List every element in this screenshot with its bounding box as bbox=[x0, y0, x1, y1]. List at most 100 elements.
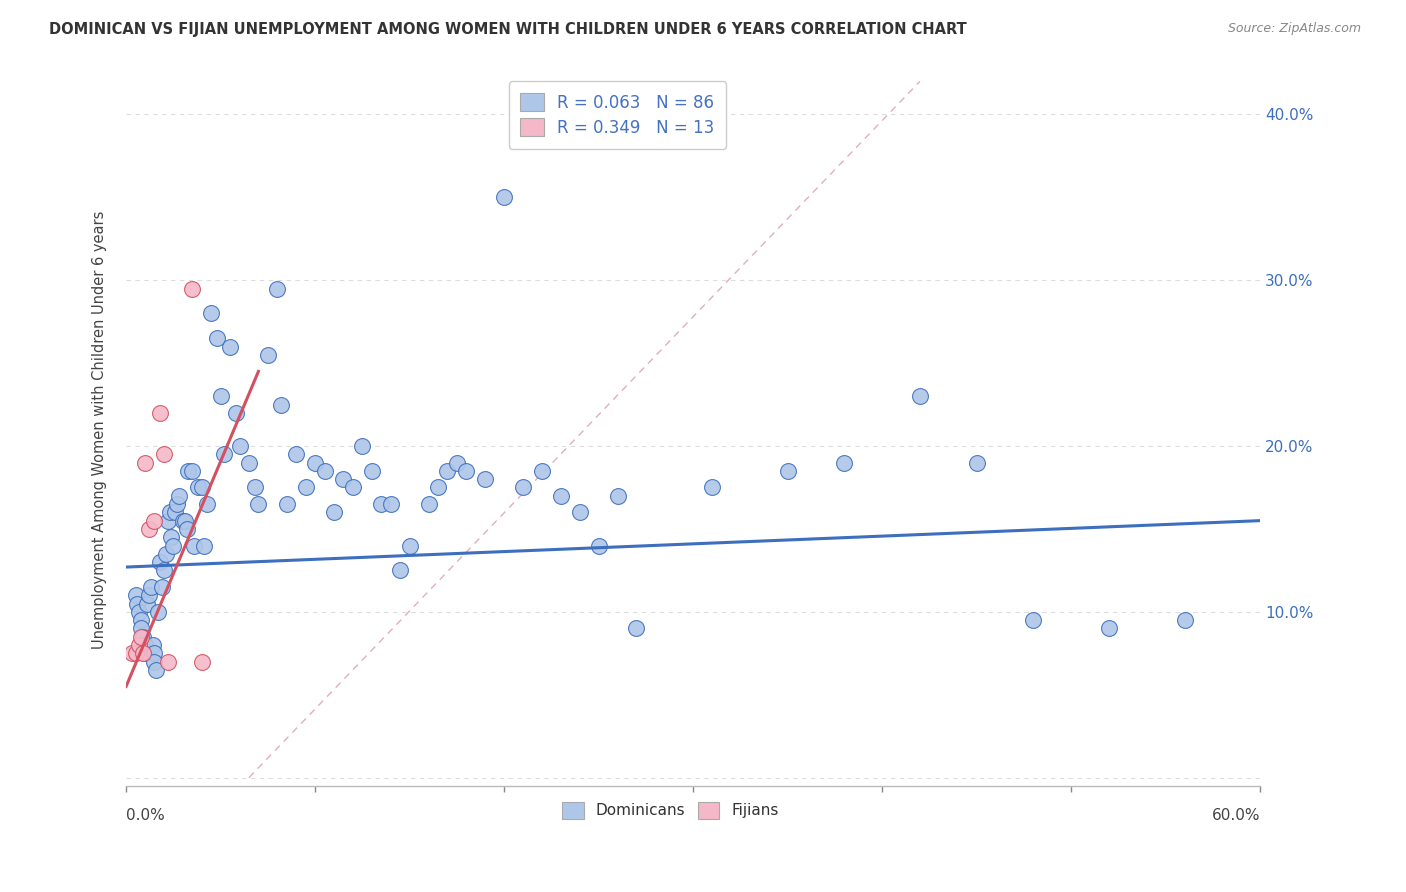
Point bbox=[166, 497, 188, 511]
Point bbox=[323, 505, 346, 519]
Point bbox=[200, 306, 222, 320]
Point bbox=[342, 480, 364, 494]
Point bbox=[177, 464, 200, 478]
Point bbox=[149, 555, 172, 569]
Point bbox=[193, 539, 215, 553]
Point bbox=[389, 563, 412, 577]
Point bbox=[700, 480, 723, 494]
Point bbox=[143, 514, 166, 528]
Point bbox=[128, 605, 150, 619]
Point bbox=[124, 588, 146, 602]
Point bbox=[238, 456, 260, 470]
Point bbox=[156, 514, 179, 528]
Point bbox=[149, 406, 172, 420]
Point bbox=[181, 464, 204, 478]
Point bbox=[190, 655, 212, 669]
Point bbox=[138, 588, 160, 602]
Point bbox=[550, 489, 572, 503]
Point bbox=[1022, 613, 1045, 627]
Point bbox=[285, 447, 308, 461]
Point bbox=[270, 398, 292, 412]
Point bbox=[172, 514, 194, 528]
Point bbox=[124, 646, 146, 660]
Text: Source: ZipAtlas.com: Source: ZipAtlas.com bbox=[1227, 22, 1361, 36]
Point bbox=[243, 480, 266, 494]
Point bbox=[176, 522, 198, 536]
Point bbox=[173, 514, 195, 528]
Point bbox=[160, 530, 183, 544]
Point bbox=[162, 539, 184, 553]
Point bbox=[127, 597, 149, 611]
Point bbox=[132, 646, 155, 660]
Point bbox=[257, 348, 280, 362]
Point bbox=[219, 340, 242, 354]
Text: DOMINICAN VS FIJIAN UNEMPLOYMENT AMONG WOMEN WITH CHILDREN UNDER 6 YEARS CORRELA: DOMINICAN VS FIJIAN UNEMPLOYMENT AMONG W… bbox=[49, 22, 967, 37]
Point bbox=[183, 539, 205, 553]
Legend: Dominicans, Fijians: Dominicans, Fijians bbox=[557, 796, 785, 824]
Point bbox=[148, 605, 170, 619]
Point bbox=[380, 497, 402, 511]
Point bbox=[908, 389, 931, 403]
Y-axis label: Unemployment Among Women with Children Under 6 years: Unemployment Among Women with Children U… bbox=[93, 211, 107, 648]
Point bbox=[606, 489, 628, 503]
Point bbox=[195, 497, 218, 511]
Point bbox=[209, 389, 232, 403]
Point bbox=[167, 489, 190, 503]
Point bbox=[187, 480, 209, 494]
Point bbox=[568, 505, 591, 519]
Point bbox=[205, 331, 228, 345]
Point bbox=[294, 480, 316, 494]
Point bbox=[370, 497, 392, 511]
Point bbox=[145, 663, 167, 677]
Point bbox=[129, 630, 152, 644]
Point bbox=[214, 447, 236, 461]
Point bbox=[276, 497, 298, 511]
Point bbox=[494, 190, 516, 204]
Text: 60.0%: 60.0% bbox=[1212, 808, 1260, 823]
Point bbox=[141, 638, 163, 652]
Point bbox=[360, 464, 382, 478]
Point bbox=[156, 655, 179, 669]
Point bbox=[626, 621, 648, 635]
Point bbox=[139, 580, 162, 594]
Point bbox=[143, 646, 166, 660]
Point bbox=[181, 281, 204, 295]
Point bbox=[225, 406, 247, 420]
Point bbox=[966, 456, 988, 470]
Point bbox=[153, 447, 176, 461]
Point bbox=[121, 646, 143, 660]
Point bbox=[266, 281, 288, 295]
Point bbox=[530, 464, 553, 478]
Point bbox=[352, 439, 374, 453]
Point bbox=[134, 646, 156, 660]
Point bbox=[135, 597, 157, 611]
Point bbox=[150, 580, 173, 594]
Point bbox=[398, 539, 420, 553]
Point bbox=[314, 464, 336, 478]
Point bbox=[153, 563, 176, 577]
Point bbox=[304, 456, 326, 470]
Point bbox=[134, 456, 156, 470]
Point bbox=[418, 497, 440, 511]
Point bbox=[132, 630, 155, 644]
Point bbox=[247, 497, 270, 511]
Point bbox=[332, 472, 354, 486]
Point bbox=[128, 638, 150, 652]
Point bbox=[138, 522, 160, 536]
Point bbox=[588, 539, 610, 553]
Point bbox=[834, 456, 856, 470]
Point bbox=[143, 655, 166, 669]
Text: 0.0%: 0.0% bbox=[127, 808, 165, 823]
Point bbox=[436, 464, 458, 478]
Point bbox=[129, 621, 152, 635]
Point bbox=[134, 638, 156, 652]
Point bbox=[512, 480, 534, 494]
Point bbox=[165, 505, 187, 519]
Point bbox=[129, 613, 152, 627]
Point bbox=[427, 480, 450, 494]
Point bbox=[155, 547, 177, 561]
Point bbox=[190, 480, 212, 494]
Point bbox=[474, 472, 496, 486]
Point bbox=[1174, 613, 1197, 627]
Point bbox=[159, 505, 181, 519]
